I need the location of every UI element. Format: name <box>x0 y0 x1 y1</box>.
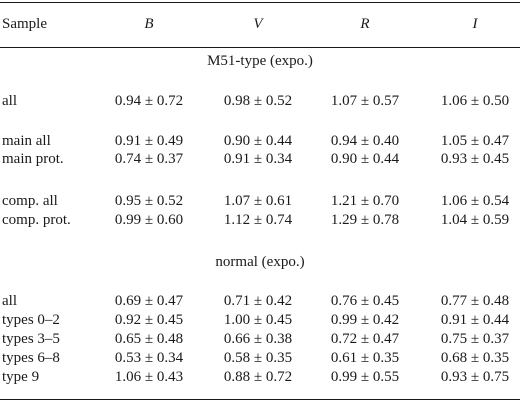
cell-i: 0.91 ± 0.44 <box>440 312 510 328</box>
header-v: V <box>253 16 263 32</box>
section-title-m51: M51-type (expo.) <box>207 53 313 69</box>
cell-v: 0.66 ± 0.38 <box>223 331 293 347</box>
cell-r: 0.61 ± 0.35 <box>330 350 400 366</box>
row-label: types 0–2 <box>2 312 60 328</box>
cell-r: 0.72 ± 0.47 <box>330 331 400 347</box>
table-row: type 9 1.06 ± 0.43 0.88 ± 0.72 0.99 ± 0.… <box>0 368 520 386</box>
row-label: type 9 <box>2 369 40 385</box>
cell-v: 0.91 ± 0.34 <box>223 151 293 167</box>
cell-r: 0.99 ± 0.42 <box>330 312 400 328</box>
cell-b: 0.91 ± 0.49 <box>114 133 184 149</box>
cell-b: 0.53 ± 0.34 <box>114 350 184 366</box>
table-top-rule <box>0 2 520 3</box>
cell-v: 1.07 ± 0.61 <box>223 193 293 209</box>
cell-v: 0.71 ± 0.42 <box>223 293 293 309</box>
cell-b: 0.74 ± 0.37 <box>114 151 184 167</box>
table-row: main all 0.91 ± 0.49 0.90 ± 0.44 0.94 ± … <box>0 132 520 150</box>
row-label: types 6–8 <box>2 350 60 366</box>
cell-v: 0.98 ± 0.52 <box>223 93 293 109</box>
cell-v: 0.90 ± 0.44 <box>223 133 293 149</box>
cell-r: 1.07 ± 0.57 <box>330 93 400 109</box>
table-bottom-rule <box>0 399 520 400</box>
cell-i: 0.68 ± 0.35 <box>440 350 510 366</box>
row-label: types 3–5 <box>2 331 60 347</box>
cell-b: 0.92 ± 0.45 <box>114 312 184 328</box>
cell-b: 1.06 ± 0.43 <box>114 369 184 385</box>
table-row: comp. prot. 0.99 ± 0.60 1.12 ± 0.74 1.29… <box>0 211 520 229</box>
row-label: main all <box>2 133 51 149</box>
cell-i: 0.75 ± 0.37 <box>440 331 510 347</box>
cell-v: 1.00 ± 0.45 <box>223 312 293 328</box>
cell-r: 0.76 ± 0.45 <box>330 293 400 309</box>
cell-b: 0.99 ± 0.60 <box>114 212 184 228</box>
table-header-rule <box>0 47 520 48</box>
table-row: comp. all 0.95 ± 0.52 1.07 ± 0.61 1.21 ±… <box>0 192 520 210</box>
cell-r: 0.99 ± 0.55 <box>330 369 400 385</box>
cell-v: 1.12 ± 0.74 <box>223 212 293 228</box>
table-row: types 3–5 0.65 ± 0.48 0.66 ± 0.38 0.72 ±… <box>0 330 520 348</box>
header-r: R <box>360 16 370 32</box>
table-row: all 0.94 ± 0.72 0.98 ± 0.52 1.07 ± 0.57 … <box>0 92 520 110</box>
cell-i: 0.93 ± 0.75 <box>440 369 510 385</box>
cell-b: 0.69 ± 0.47 <box>114 293 184 309</box>
cell-v: 0.58 ± 0.35 <box>223 350 293 366</box>
cell-r: 0.94 ± 0.40 <box>330 133 400 149</box>
cell-r: 0.90 ± 0.44 <box>330 151 400 167</box>
row-label: all <box>2 293 17 309</box>
row-label: main prot. <box>2 151 64 167</box>
cell-i: 0.93 ± 0.45 <box>440 151 510 167</box>
table-header-row: Sample B V R I <box>0 15 520 33</box>
header-sample: Sample <box>2 16 47 32</box>
row-label: comp. all <box>2 193 58 209</box>
cell-v: 0.88 ± 0.72 <box>223 369 293 385</box>
row-label: comp. prot. <box>2 212 71 228</box>
header-b: B <box>144 16 154 32</box>
cell-i: 0.77 ± 0.48 <box>440 293 510 309</box>
cell-b: 0.95 ± 0.52 <box>114 193 184 209</box>
header-i: I <box>472 16 478 32</box>
cell-i: 1.06 ± 0.54 <box>440 193 510 209</box>
table-row: main prot. 0.74 ± 0.37 0.91 ± 0.34 0.90 … <box>0 150 520 168</box>
section-title-normal: normal (expo.) <box>215 254 305 270</box>
table-row: types 6–8 0.53 ± 0.34 0.58 ± 0.35 0.61 ±… <box>0 349 520 367</box>
cell-b: 0.65 ± 0.48 <box>114 331 184 347</box>
cell-i: 1.06 ± 0.50 <box>440 93 510 109</box>
row-label: all <box>2 93 17 109</box>
cell-r: 1.29 ± 0.78 <box>330 212 400 228</box>
cell-i: 1.05 ± 0.47 <box>440 133 510 149</box>
table-row: types 0–2 0.92 ± 0.45 1.00 ± 0.45 0.99 ±… <box>0 311 520 329</box>
cell-i: 1.04 ± 0.59 <box>440 212 510 228</box>
cell-b: 0.94 ± 0.72 <box>114 93 184 109</box>
cell-r: 1.21 ± 0.70 <box>330 193 400 209</box>
table-row: all 0.69 ± 0.47 0.71 ± 0.42 0.76 ± 0.45 … <box>0 292 520 310</box>
